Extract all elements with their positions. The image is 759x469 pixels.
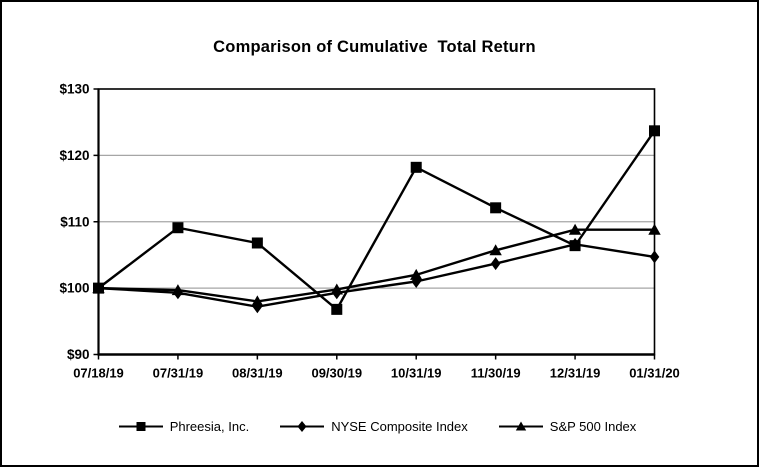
series-phreesia-inc bbox=[93, 125, 660, 315]
legend-label-nyse: NYSE Composite Index bbox=[331, 418, 468, 434]
x-tick-label: 11/30/19 bbox=[471, 366, 521, 381]
x-axis: 07/18/19 07/31/19 08/31/19 09/30/19 10/31/19… bbox=[73, 354, 680, 381]
x-tick-label: 08/31/19 bbox=[232, 366, 283, 381]
x-tick-label: 10/31/19 bbox=[391, 366, 442, 381]
x-tick-label: 07/31/19 bbox=[153, 366, 204, 381]
legend-item-nyse: NYSE Composite Index bbox=[279, 419, 468, 434]
legend-label-phreesia: Phreesia, Inc. bbox=[169, 418, 250, 434]
x-tick-label: 07/18/19 bbox=[73, 366, 124, 381]
legend: Phreesia, Inc. NYSE Composite Index S&P … bbox=[99, 417, 655, 435]
square-marker-icon bbox=[118, 421, 163, 431]
x-tick-label: 12/31/19 bbox=[550, 366, 601, 381]
gridlines bbox=[98, 154, 655, 289]
y-tick-label: $100 bbox=[59, 281, 89, 296]
y-tick-label: $130 bbox=[59, 82, 89, 97]
y-axis: $90 $100 $110 $120 $130 bbox=[59, 82, 99, 362]
legend-item-phreesia: Phreesia, Inc. bbox=[118, 418, 250, 434]
legend-item-sp500: S&P 500 Index bbox=[498, 418, 637, 434]
y-tick-label: $110 bbox=[60, 214, 89, 229]
chart-title: Comparison of Cumulative Total Return bbox=[213, 38, 536, 56]
x-tick-label: 01/31/20 bbox=[629, 366, 680, 381]
diamond-marker-icon bbox=[280, 420, 325, 432]
legend-label-sp500: S&P 500 Index bbox=[549, 418, 637, 434]
y-tick-label: $120 bbox=[59, 148, 89, 163]
triangle-marker-icon bbox=[498, 421, 543, 430]
x-tick-label: 09/30/19 bbox=[311, 366, 362, 381]
y-tick-label: $90 bbox=[67, 347, 90, 362]
